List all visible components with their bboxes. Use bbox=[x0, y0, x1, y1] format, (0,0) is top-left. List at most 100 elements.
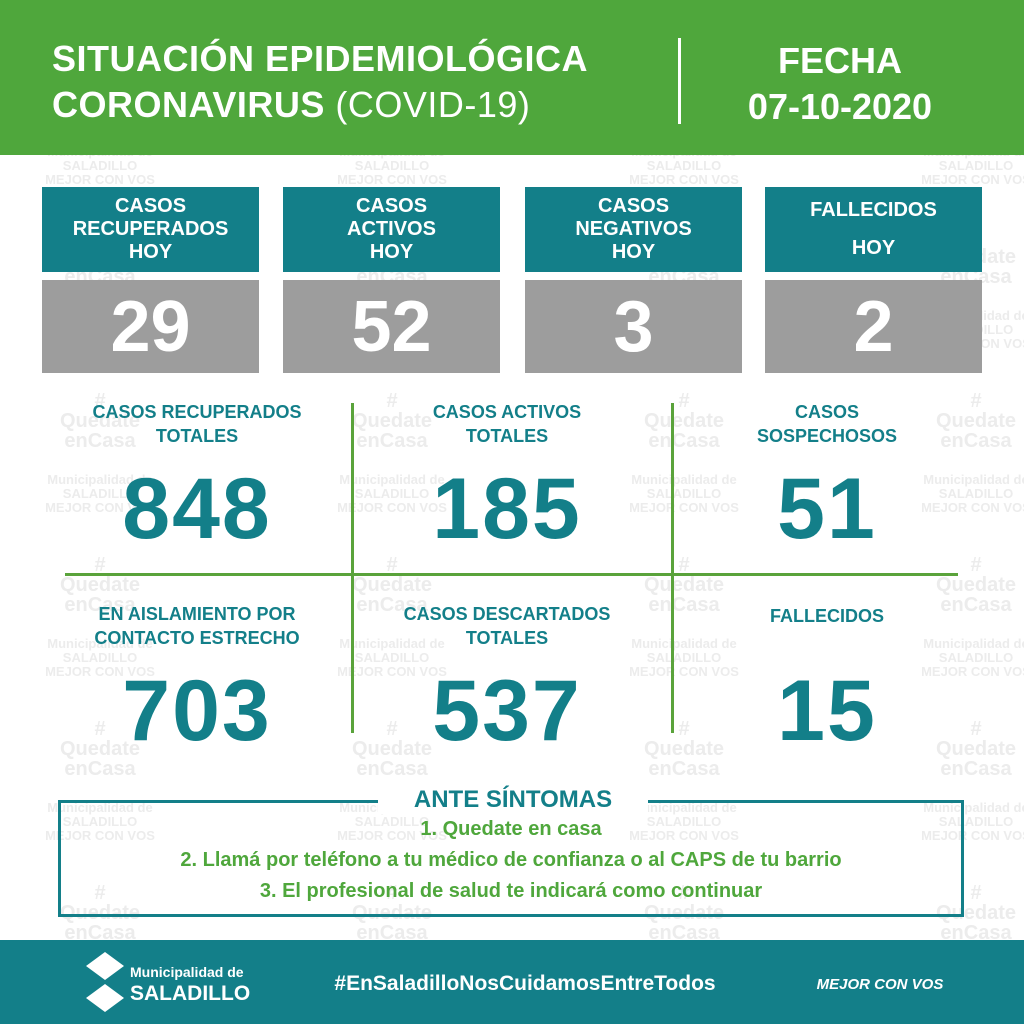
symptoms-title: ANTE SÍNTOMAS bbox=[378, 786, 648, 814]
watermark-text: MEJOR CON VOS bbox=[45, 828, 155, 843]
watermark-text: # bbox=[970, 390, 982, 412]
watermark-text: # bbox=[94, 882, 106, 904]
watermark-text: SALADILLO bbox=[62, 158, 138, 173]
watermark-text: # bbox=[386, 882, 398, 904]
watermark-text: SALADILLO bbox=[938, 814, 1014, 829]
symptoms-box bbox=[58, 800, 964, 917]
watermark-text: # bbox=[678, 882, 690, 904]
watermark-text: SALADILLO bbox=[646, 158, 722, 173]
watermark-text: Municipalidad de bbox=[45, 155, 155, 159]
watermark-text: enCasa bbox=[356, 430, 428, 452]
total-label-line: TOTALES bbox=[155, 426, 239, 446]
watermark-text: MEJOR CON VOS bbox=[45, 500, 155, 515]
card-header: FALLECIDOS HOY bbox=[765, 187, 982, 272]
watermark-text: enCasa bbox=[940, 758, 1012, 780]
card-label: CASOS bbox=[355, 195, 428, 217]
watermark-text: Municipalidad de bbox=[631, 636, 737, 651]
watermark-text: SALADILLO bbox=[646, 814, 722, 829]
footer: Municipalidad de SALADILLO #EnSaladilloN… bbox=[0, 940, 1024, 1024]
watermark-text: Municipalidad de bbox=[923, 800, 1024, 815]
card-label: CASOS bbox=[597, 195, 670, 217]
watermark-text: # bbox=[970, 554, 982, 576]
watermark-text: MEJOR CON VOS bbox=[921, 828, 1024, 843]
watermark-text: MEJOR CON VOS bbox=[45, 172, 155, 187]
watermark-text: enCasa bbox=[64, 430, 136, 452]
watermark-text: MEJOR CON VOS bbox=[629, 664, 739, 679]
symptom-item: 3. El profesional de salud te indicará c… bbox=[259, 880, 763, 902]
total-label-line: TOTALES bbox=[465, 628, 549, 648]
watermark-text: Municipalidad de bbox=[631, 472, 737, 487]
watermark-text: enCasa bbox=[648, 922, 720, 940]
watermark-text: MEJOR CON VOS bbox=[45, 664, 155, 679]
card-label: HOY bbox=[611, 241, 656, 263]
total-value: 537 bbox=[432, 663, 582, 759]
total-label: CASOS DESCARTADOS TOTALES bbox=[362, 602, 652, 650]
watermark-text: Municipalidad de bbox=[923, 636, 1024, 651]
header: SITUACIÓN EPIDEMIOLÓGICA CORONAVIRUS (CO… bbox=[0, 0, 1024, 155]
total-label-line: SOSPECHOSOS bbox=[756, 426, 898, 446]
watermark-text: SALADILLO bbox=[938, 158, 1014, 173]
watermark-text: SALADILLO bbox=[354, 158, 430, 173]
card-label: HOY bbox=[369, 241, 414, 263]
watermark-text: Quedate bbox=[59, 410, 141, 432]
card-label: HOY bbox=[851, 237, 896, 259]
watermark-text: # bbox=[970, 882, 982, 904]
title: SITUACIÓN EPIDEMIOLÓGICA bbox=[52, 38, 589, 79]
watermark-text: MEJOR CON VOS bbox=[337, 664, 447, 679]
watermark-text: Quedate bbox=[351, 410, 433, 432]
watermark-text: # bbox=[386, 390, 398, 412]
slogan: MEJOR CON VOS bbox=[816, 976, 944, 993]
logo-icon bbox=[86, 952, 124, 1012]
watermark-text: Quedate bbox=[351, 738, 433, 760]
watermark-text: # bbox=[678, 554, 690, 576]
total-value: 15 bbox=[777, 663, 877, 759]
total-label-line: CASOS RECUPERADOS bbox=[92, 402, 302, 422]
total-value: 848 bbox=[122, 461, 272, 557]
watermark-text: Quedate bbox=[935, 410, 1017, 432]
hashtag: #EnSaladilloNosCuidamosEntreTodos bbox=[334, 972, 716, 995]
total-label: FALLECIDOS bbox=[682, 604, 972, 628]
divider bbox=[678, 38, 681, 124]
date-label: FECHA bbox=[778, 40, 902, 81]
watermark-text: Municipalidad de bbox=[47, 636, 153, 651]
total-label-line: CASOS ACTIVOS bbox=[432, 402, 582, 422]
watermark-text: MEJOR CON VOS bbox=[629, 172, 739, 187]
watermark-text: MEJOR CON VOS bbox=[921, 500, 1024, 515]
watermark-text: Municipalidad de bbox=[47, 800, 153, 815]
card-label: CASOS bbox=[114, 195, 187, 217]
card-value: 3 bbox=[525, 280, 742, 373]
watermark-text: # bbox=[678, 718, 690, 740]
watermark-text: enCasa bbox=[356, 922, 428, 940]
watermark-text: MEJOR CON VOS bbox=[337, 172, 447, 187]
watermark-text: # bbox=[94, 390, 106, 412]
grid-line bbox=[671, 403, 674, 733]
card-label: ACTIVOS bbox=[347, 218, 436, 240]
symptom-item: 2. Llamá por teléfono a tu médico de con… bbox=[180, 849, 842, 871]
watermark-text: Quedate bbox=[643, 738, 725, 760]
watermark-text: MEJOR CON VOS bbox=[629, 828, 739, 843]
watermark-text: # bbox=[386, 718, 398, 740]
total-value: 703 bbox=[122, 663, 272, 759]
card-value: 2 bbox=[765, 280, 982, 373]
subtitle-suffix: (COVID-19) bbox=[335, 84, 531, 125]
total-label: EN AISLAMIENTO POR CONTACTO ESTRECHO bbox=[52, 602, 342, 650]
watermark-text: Quedate bbox=[643, 574, 725, 596]
watermark-text: MEJOR CON VOS bbox=[629, 500, 739, 515]
card-label: HOY bbox=[128, 241, 173, 263]
watermark-text: MEJOR CON VOS bbox=[921, 172, 1024, 187]
logo-line2: SALADILLO bbox=[130, 982, 251, 1005]
